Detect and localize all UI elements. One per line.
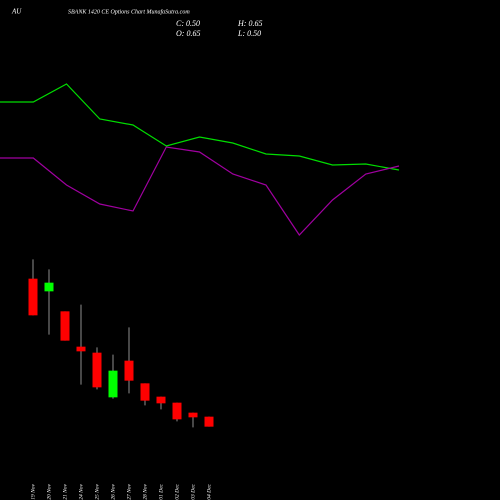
candle-body — [28, 278, 38, 316]
x-tick-label: 27 Nov — [126, 483, 132, 499]
candle-body — [188, 412, 198, 418]
x-tick-label: 20 Nov — [46, 483, 52, 499]
x-tick-label: 02 Dec — [174, 483, 180, 499]
x-tick-label: 28 Nov — [142, 483, 148, 499]
x-tick-label: 01 Dec — [158, 483, 164, 499]
x-tick-label: 26 Nov — [110, 483, 116, 499]
candle-body — [60, 311, 70, 341]
open-text: O: 0.65 — [176, 29, 200, 38]
indicator-line — [0, 83, 400, 171]
candle-body — [108, 370, 118, 398]
x-tick-label: 03 Dec — [190, 483, 196, 499]
indicator-line — [0, 146, 400, 236]
candle-body — [140, 383, 150, 401]
candle-body — [44, 282, 54, 292]
symbol: AU — [11, 8, 22, 16]
high-text: H: 0.65 — [237, 19, 262, 28]
candle-body — [76, 346, 86, 352]
chart-title: SBANK 1420 CE Options Chart MunafaSutra.… — [68, 8, 190, 15]
x-tick-label: 24 Nov — [77, 483, 84, 499]
candle-body — [156, 396, 166, 404]
x-tick-label: 21 Nov — [62, 483, 68, 499]
close-text: C: 0.50 — [176, 19, 200, 28]
low-text: L: 0.50 — [237, 29, 261, 38]
candle-body — [92, 352, 102, 388]
candle-body — [204, 416, 214, 427]
x-tick-label: 19 Nov — [30, 483, 36, 499]
x-tick-label: 25 Nov — [94, 483, 100, 499]
candle-body — [172, 402, 182, 420]
candle-body — [124, 360, 134, 381]
x-tick-label: 04 Dec — [205, 483, 212, 499]
